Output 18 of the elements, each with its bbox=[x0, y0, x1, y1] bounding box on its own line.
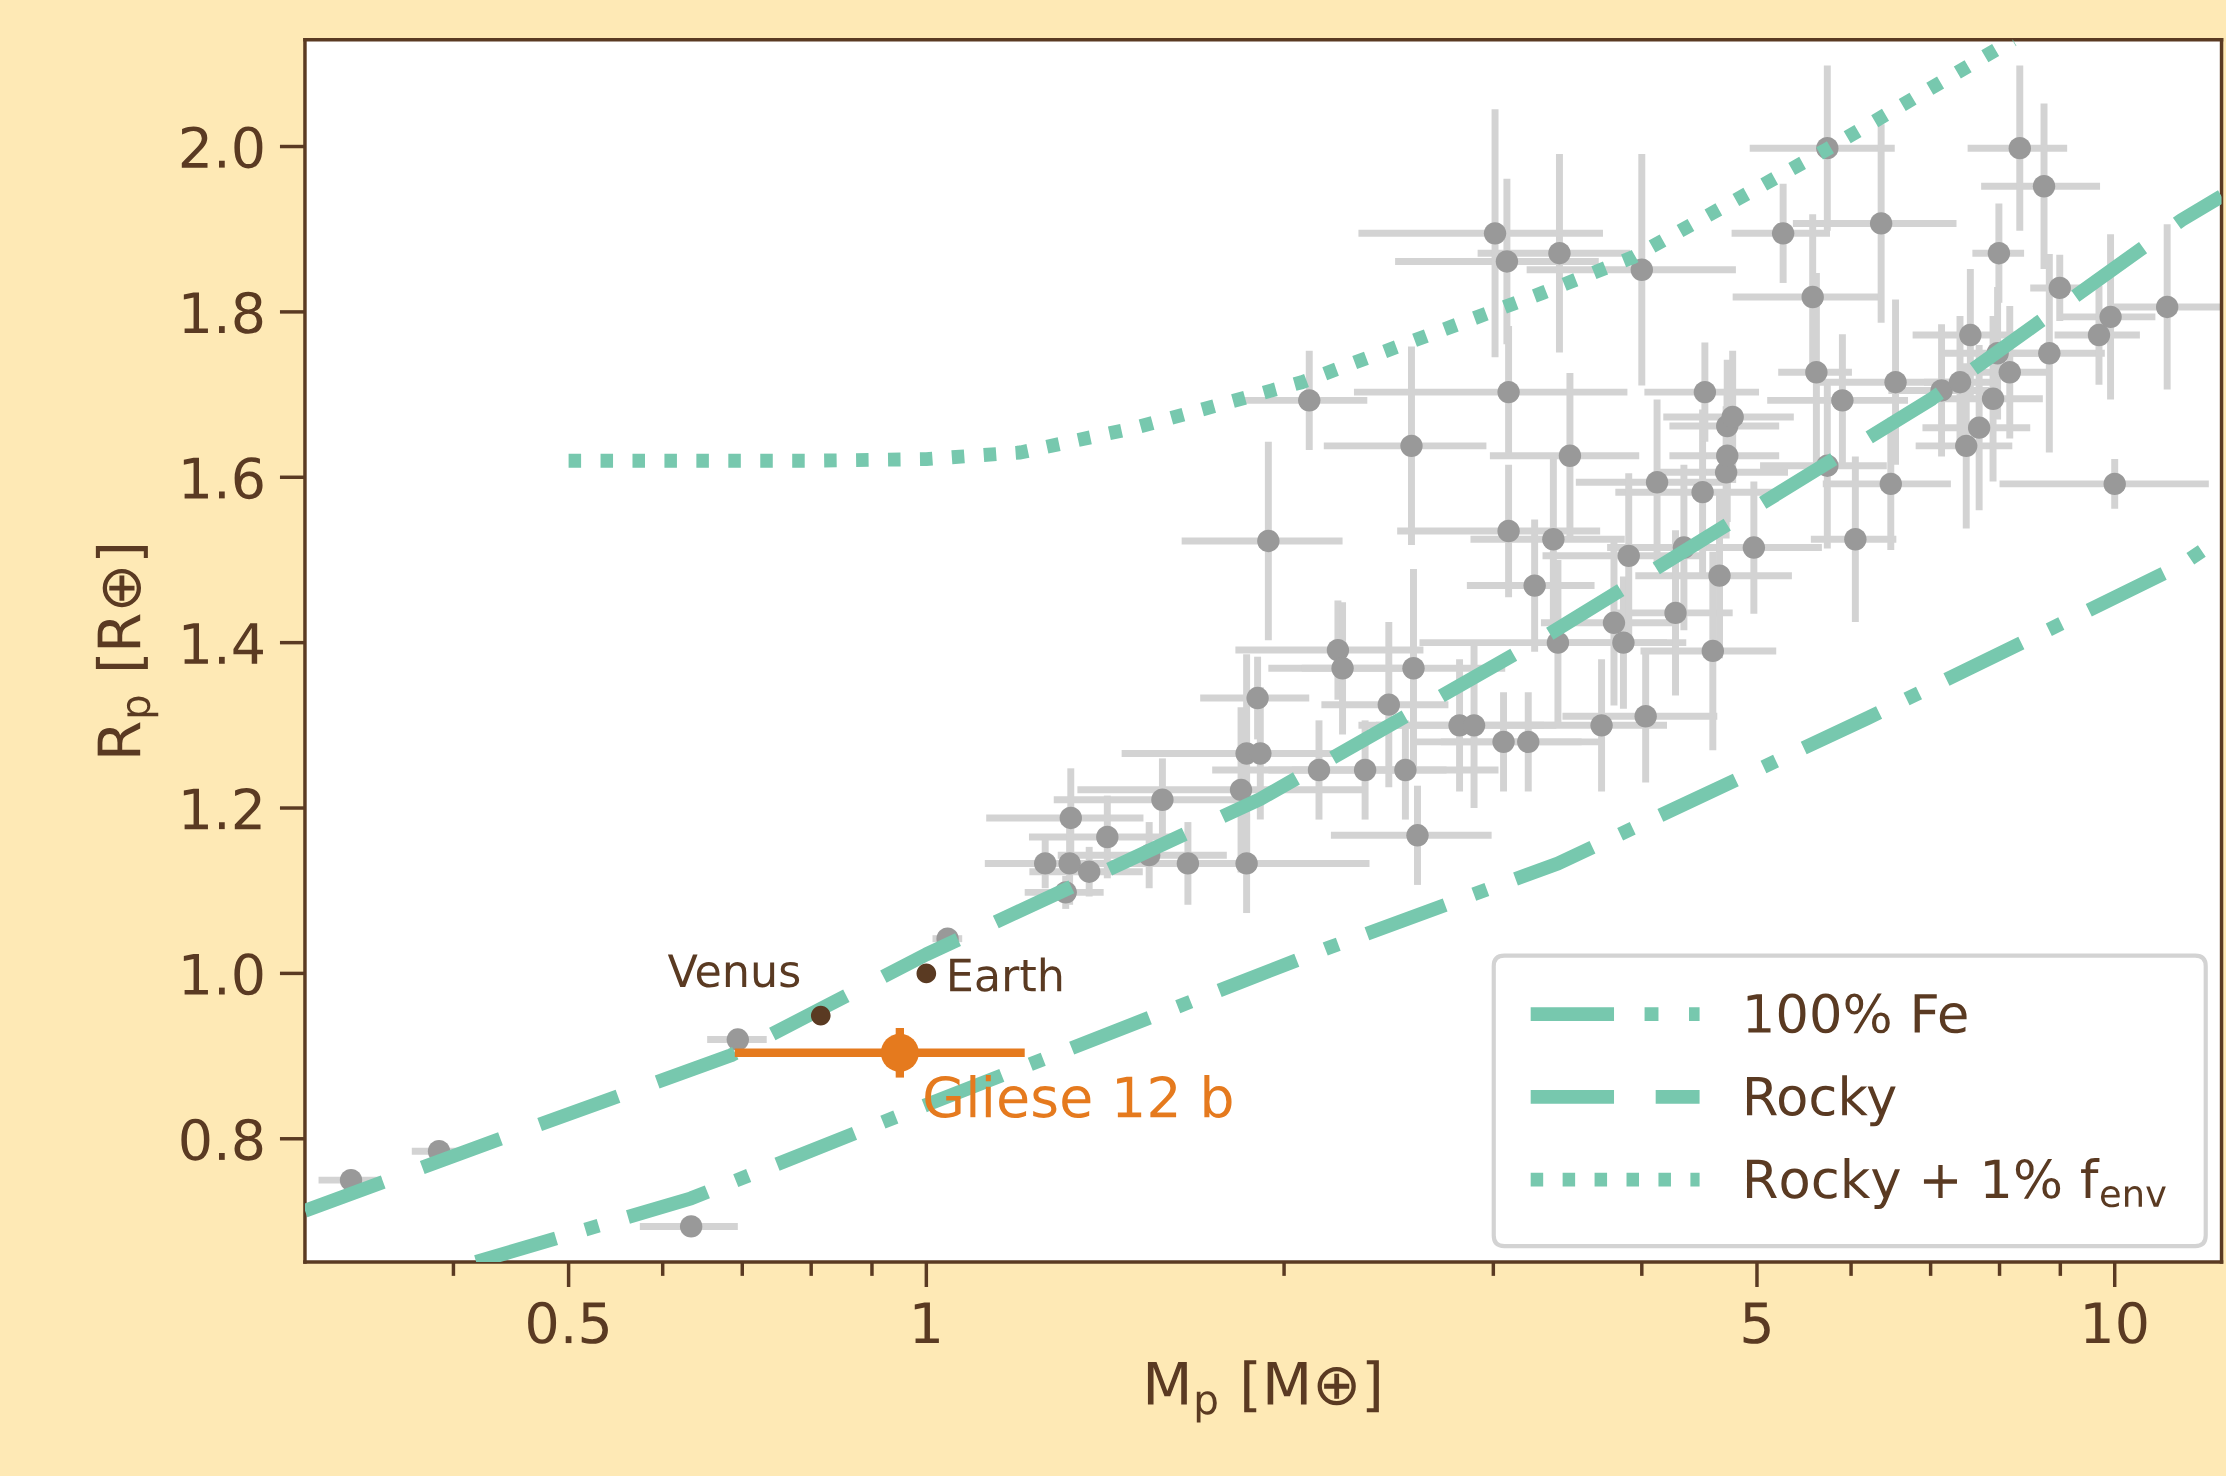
y-tick-label: 1.2 bbox=[183, 787, 261, 830]
x-tick-label: 0.5 bbox=[528, 1301, 608, 1344]
y-tick-label: 0.8 bbox=[181, 1118, 263, 1161]
y-tick-label: 1.4 bbox=[183, 623, 263, 664]
y-axis-title: R$_{p}$ [R⊕] bbox=[95, 545, 159, 756]
y-tick-label: 1.0 bbox=[183, 953, 263, 996]
x-tick-label: 5 bbox=[1743, 1302, 1770, 1344]
legend-label: Rocky + 1% f$_{env}$ bbox=[1746, 1158, 2166, 1210]
x-tick-label: 10 bbox=[2085, 1301, 2147, 1344]
legend-label: 100% Fe bbox=[1747, 993, 1967, 1034]
series-label: Earth bbox=[950, 957, 1062, 992]
x-axis-title: M$_{p}$ [M⊕] bbox=[1147, 1360, 1379, 1423]
y-tick-label: 2.0 bbox=[181, 126, 263, 169]
y-tick-label: 1.8 bbox=[183, 291, 263, 334]
y-tick-label: 1.6 bbox=[183, 457, 263, 500]
legend-label: Rocky bbox=[1746, 1075, 1896, 1127]
x-tick-label: 1 bbox=[914, 1302, 939, 1344]
series-label: Venus bbox=[667, 954, 800, 988]
